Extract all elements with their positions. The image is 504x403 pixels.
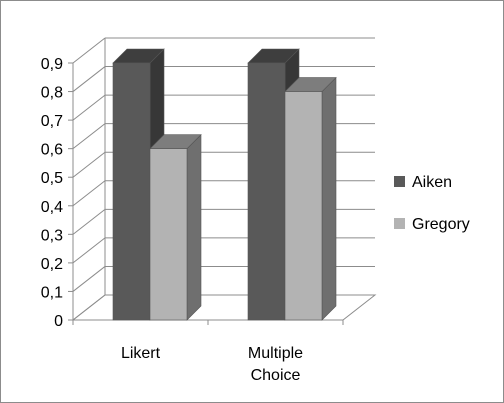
y-tick-label: 0,8 [41, 85, 63, 102]
y-tick-label: 0,6 [41, 142, 63, 159]
y-tick-label: 0 [54, 313, 63, 330]
bar-side [186, 133, 202, 321]
category-label: Multiple [248, 345, 303, 362]
gridline-side [72, 66, 106, 92]
gridline-side [72, 151, 106, 178]
bar-side [321, 76, 337, 321]
y-tick-label: 0,2 [41, 256, 63, 273]
y-tick-label: 0,5 [41, 170, 63, 187]
gridline-side [72, 94, 106, 121]
legend: Aiken Gregory [394, 174, 470, 233]
bar-front [149, 148, 188, 321]
category-label: Choice [251, 367, 301, 384]
y-tick-label: 0,3 [41, 227, 63, 244]
gridline-side [72, 266, 106, 292]
gridline-side [72, 294, 106, 321]
category-label: Likert [121, 345, 161, 362]
bar-front [284, 91, 323, 321]
legend-label-aiken: Aiken [412, 174, 452, 191]
y-tick-label: 0,7 [41, 113, 63, 130]
gridline-side [72, 123, 106, 150]
y-tick-label: 0,4 [41, 199, 63, 216]
gridline-side [72, 208, 106, 235]
bar-gregory-1 [284, 76, 337, 321]
bar-front [112, 62, 151, 321]
bar-gregory-0 [149, 133, 202, 321]
category-labels: Likert Multiple Choice [121, 345, 303, 384]
bar-front [247, 62, 286, 321]
legend-swatch-gregory [394, 218, 405, 229]
legend-swatch-aiken [394, 176, 405, 187]
gridline-side [72, 180, 106, 207]
y-tick-label: 0,1 [41, 284, 63, 301]
gridline-side [72, 237, 106, 264]
y-tick-label: 0,9 [41, 56, 63, 73]
bars [112, 48, 337, 321]
gridline-side [72, 37, 106, 64]
legend-label-gregory: Gregory [412, 216, 470, 233]
y-tick-labels: 0 0,1 0,2 0,3 0,4 0,5 0,6 0,7 0,8 0,9 [41, 56, 63, 330]
